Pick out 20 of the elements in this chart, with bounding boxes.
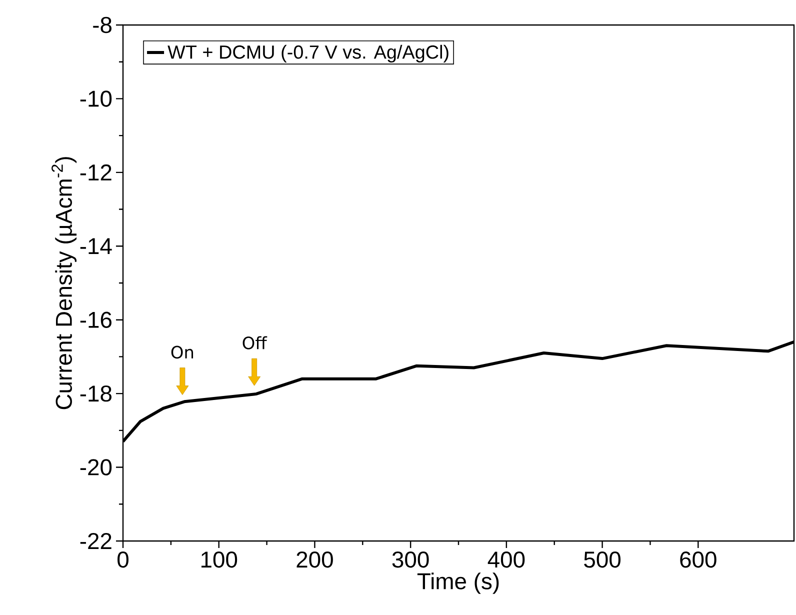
legend-label: WT + DCMU (-0.7 V vs. Ag/AgCl) [168,44,448,63]
y-tick-label: -12 [80,164,112,180]
y-tick-label: -14 [80,238,112,254]
y-tick-label: -22 [80,533,112,549]
x-tick-label: 600 [680,552,716,568]
y-tick-label: -16 [80,312,112,328]
x-tick-label: 100 [201,552,238,568]
x-tick-label: 400 [488,552,525,568]
x-axis-title: Time (s) [417,572,499,594]
y-tick-label: -18 [80,385,112,402]
annotation: Off [242,336,268,350]
x-tick-label: 200 [296,552,333,568]
x-tick-label: 500 [584,552,621,568]
y-tick-label: -20 [80,459,112,476]
annotation: On [171,346,194,359]
y-tick-label: -8 [93,16,112,34]
x-tick-label: 0 [118,552,128,568]
y-tick-label: -10 [80,90,112,107]
x-tick-label: 300 [392,552,429,568]
y-axis-title: Current Density (µAcm$^{-2}$) [52,157,77,410]
